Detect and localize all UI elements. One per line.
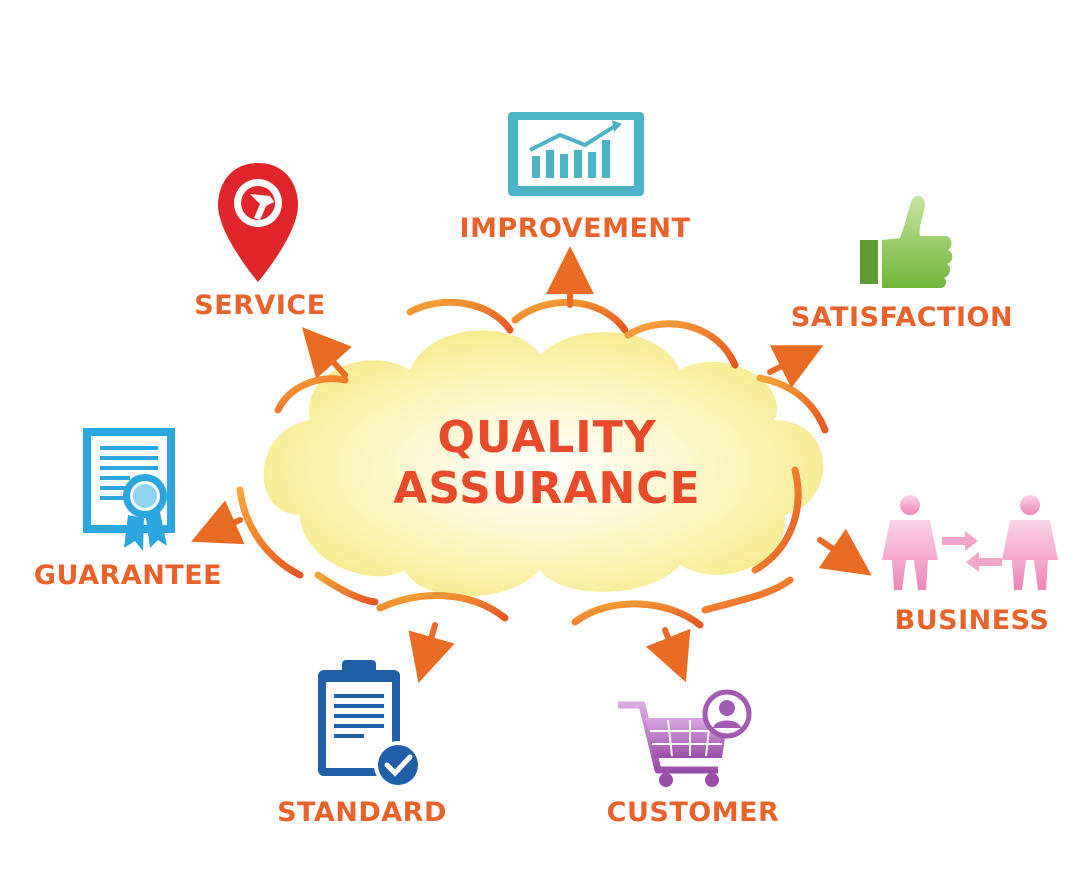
label-customer: CUSTOMER: [606, 797, 780, 828]
label-business: BUSINESS: [894, 605, 1050, 636]
label-improvement: IMPROVEMENT: [459, 213, 691, 244]
cloud-outline: [236, 298, 829, 629]
label-service: SERVICE: [194, 290, 326, 321]
cloud: [263, 330, 824, 597]
arrow-guarantee: [191, 500, 245, 545]
clipboard-check-icon: [318, 660, 422, 789]
arrows: [191, 246, 872, 684]
arrow-customer: [645, 627, 691, 683]
certificate-icon: [83, 428, 175, 551]
shopping-cart-icon: [618, 689, 752, 787]
arrow-service: [301, 327, 352, 379]
thumbs-up-icon: [860, 195, 953, 288]
label-guarantee: GUARANTEE: [33, 560, 223, 591]
wrench-pin-icon: [218, 163, 298, 282]
monitor-chart-icon: [508, 112, 644, 196]
center-title-line2: ASSURANCE: [393, 463, 701, 514]
center-title-line1: QUALITY: [437, 412, 657, 463]
people-exchange-icon: [882, 495, 1058, 590]
arrow-satisfaction: [767, 345, 824, 389]
arrow-business: [817, 528, 872, 576]
label-standard: STANDARD: [277, 797, 447, 828]
arrow-standard: [408, 622, 455, 684]
label-satisfaction: SATISFACTION: [790, 302, 1014, 333]
